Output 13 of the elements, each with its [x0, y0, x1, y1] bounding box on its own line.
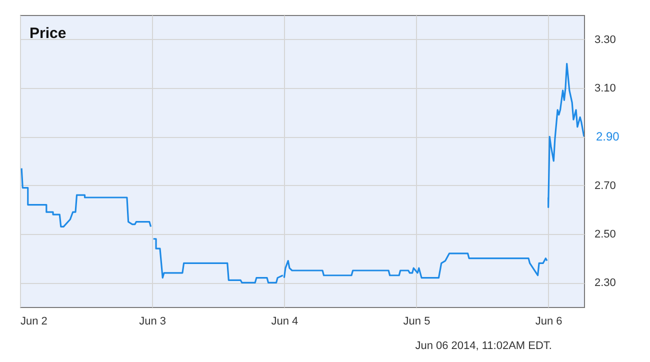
text: Price: [30, 25, 66, 42]
y-tick-label: 2.50: [594, 228, 616, 240]
x-tick-label: Jun 5: [403, 316, 430, 328]
x-tick-label: Jun 2: [20, 316, 48, 328]
y-tick-label: 3.10: [594, 82, 616, 94]
x-tick-label: Jun 4: [271, 316, 298, 328]
x-tick-label: Jun 6: [535, 316, 562, 328]
y-tick-label: 3.30: [594, 34, 616, 46]
text: Jun 06 2014, 11:02AM EDT.: [415, 340, 552, 352]
annotation: 2.90: [596, 130, 620, 144]
y-tick-label: 2.70: [594, 180, 616, 192]
x-tick-label: Jun 3: [139, 316, 166, 328]
y-tick-label: 2.30: [594, 277, 616, 290]
